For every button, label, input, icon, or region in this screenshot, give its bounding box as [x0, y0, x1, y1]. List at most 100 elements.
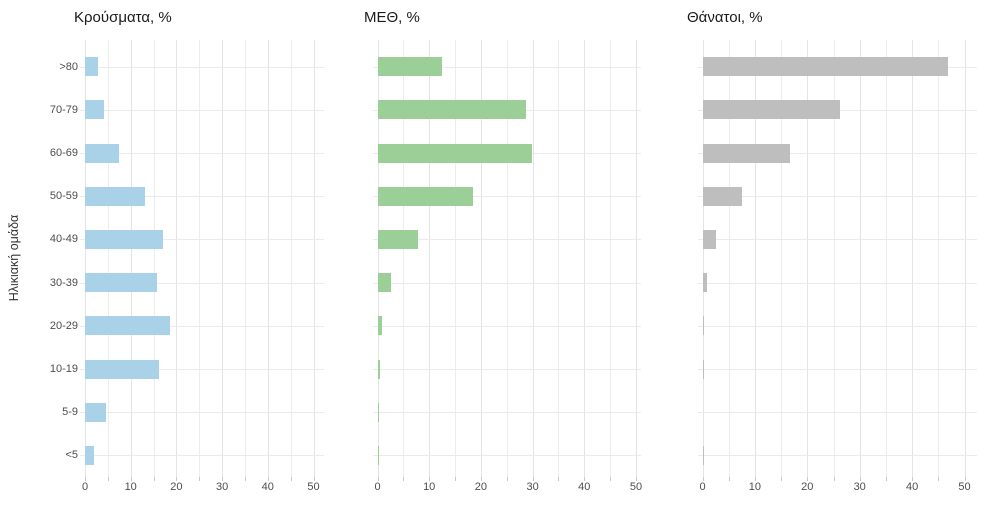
y-gridline	[373, 283, 641, 284]
y-gridline	[698, 326, 977, 327]
bar-60-69	[85, 143, 119, 163]
x-gridline	[313, 40, 315, 477]
bar-10-19	[85, 359, 159, 379]
x-axis-tick	[610, 477, 612, 481]
x-axis-tick	[558, 477, 560, 481]
y-gridline	[698, 369, 977, 370]
y-gridline	[698, 153, 977, 154]
x-gridline	[506, 40, 508, 477]
y-gridline	[698, 196, 977, 197]
x-axis-tick	[938, 477, 940, 481]
x-axis-label: 30	[853, 481, 866, 493]
x-axis-tick	[85, 477, 86, 481]
y-gridline	[698, 283, 977, 284]
x-gridline	[85, 40, 86, 477]
bar-<5	[702, 445, 704, 465]
y-gridline	[373, 455, 641, 456]
bar-70-79	[85, 100, 104, 120]
x-axis-tick	[107, 477, 109, 481]
y-gridline	[373, 67, 641, 68]
x-axis-tick	[584, 477, 586, 481]
x-axis-tick	[313, 477, 315, 481]
bar-50-59	[377, 186, 473, 206]
x-axis-tick	[267, 477, 269, 481]
y-axis-category-label: 50-59	[49, 190, 78, 203]
x-axis-tick	[728, 477, 730, 481]
y-gridline	[80, 67, 324, 68]
x-gridline	[176, 40, 178, 477]
bar-70-79	[702, 100, 841, 120]
x-gridline	[636, 40, 637, 477]
panel-1	[80, 40, 324, 477]
x-axis-tick	[290, 477, 292, 481]
x-gridline	[584, 40, 586, 477]
y-gridline	[373, 369, 641, 370]
x-axis-tick	[403, 477, 405, 481]
y-axis-category-label: 60-69	[49, 147, 78, 159]
x-gridline	[781, 40, 783, 477]
x-axis-tick	[781, 477, 783, 481]
x-axis-tick	[885, 477, 887, 481]
bar-20-29	[702, 316, 704, 336]
x-axis-tick	[912, 477, 914, 481]
bar-50-59	[85, 186, 145, 206]
y-axis-category-label: 30-39	[49, 276, 78, 289]
x-axis-tick	[532, 477, 534, 481]
y-axis-category-label: 70-79	[49, 103, 78, 116]
x-gridline	[912, 40, 914, 477]
x-gridline	[833, 40, 835, 477]
x-gridline	[290, 40, 292, 477]
panel-3	[698, 40, 977, 477]
x-axis-tick	[176, 477, 178, 481]
x-gridline	[702, 40, 704, 477]
x-axis-tick	[636, 477, 637, 481]
x-axis-label: 20	[474, 481, 488, 493]
y-gridline	[698, 239, 977, 240]
x-axis-label: 30	[215, 481, 229, 493]
x-axis-label: 40	[578, 481, 591, 493]
x-axis-tick	[244, 477, 246, 481]
bar-30-39	[85, 273, 157, 293]
bar-40-49	[377, 229, 418, 249]
y-gridline	[373, 196, 641, 197]
x-axis-tick	[859, 477, 861, 481]
y-axis-category-label: 20-29	[49, 319, 78, 332]
x-axis-label: 40	[261, 481, 274, 493]
x-gridline	[885, 40, 887, 477]
x-axis-label: 10	[124, 481, 137, 493]
x-gridline	[130, 40, 132, 477]
y-axis-category-label: 10-19	[49, 363, 78, 375]
x-axis-tick	[702, 477, 704, 481]
x-axis-label: 50	[958, 481, 971, 493]
bar-5-9	[85, 402, 107, 422]
x-gridline	[610, 40, 612, 477]
x-axis-tick	[377, 477, 379, 481]
x-gridline	[199, 40, 201, 477]
y-gridline	[80, 369, 324, 370]
bar-30-39	[702, 273, 707, 293]
x-gridline	[107, 40, 109, 477]
bar-40-49	[702, 229, 716, 249]
y-axis-category-label: 5-9	[62, 406, 78, 419]
y-gridline	[373, 239, 641, 240]
x-gridline	[153, 40, 155, 477]
y-gridline	[80, 153, 324, 154]
bar-70-79	[377, 100, 527, 120]
y-gridline	[80, 110, 324, 111]
bar-20-29	[85, 316, 171, 336]
y-gridline	[80, 412, 324, 413]
x-axis-tick	[130, 477, 132, 481]
bar-50-59	[702, 186, 742, 206]
y-axis-category-label: 40-49	[49, 233, 78, 246]
y-gridline	[80, 326, 324, 327]
x-gridline	[244, 40, 246, 477]
y-gridline	[698, 412, 977, 413]
bar->80	[85, 57, 98, 77]
x-axis-tick	[455, 477, 457, 481]
x-axis-tick	[429, 477, 431, 481]
panel-2	[373, 40, 641, 477]
x-axis-label: 20	[170, 481, 183, 493]
y-gridline	[80, 239, 324, 240]
bar-10-19	[377, 359, 380, 379]
bar-60-69	[702, 143, 790, 163]
